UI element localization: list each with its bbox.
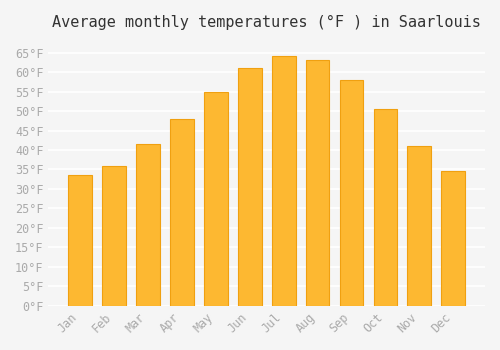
- Bar: [170, 119, 194, 306]
- Bar: [306, 61, 330, 306]
- Bar: [136, 144, 160, 306]
- Bar: [68, 175, 92, 306]
- Bar: [408, 146, 431, 306]
- Bar: [272, 56, 295, 306]
- Bar: [238, 68, 262, 306]
- Bar: [340, 80, 363, 306]
- Bar: [374, 109, 398, 306]
- Bar: [102, 166, 126, 306]
- Title: Average monthly temperatures (°F ) in Saarlouis: Average monthly temperatures (°F ) in Sa…: [52, 15, 481, 30]
- Bar: [204, 92, 228, 306]
- Bar: [442, 172, 465, 306]
